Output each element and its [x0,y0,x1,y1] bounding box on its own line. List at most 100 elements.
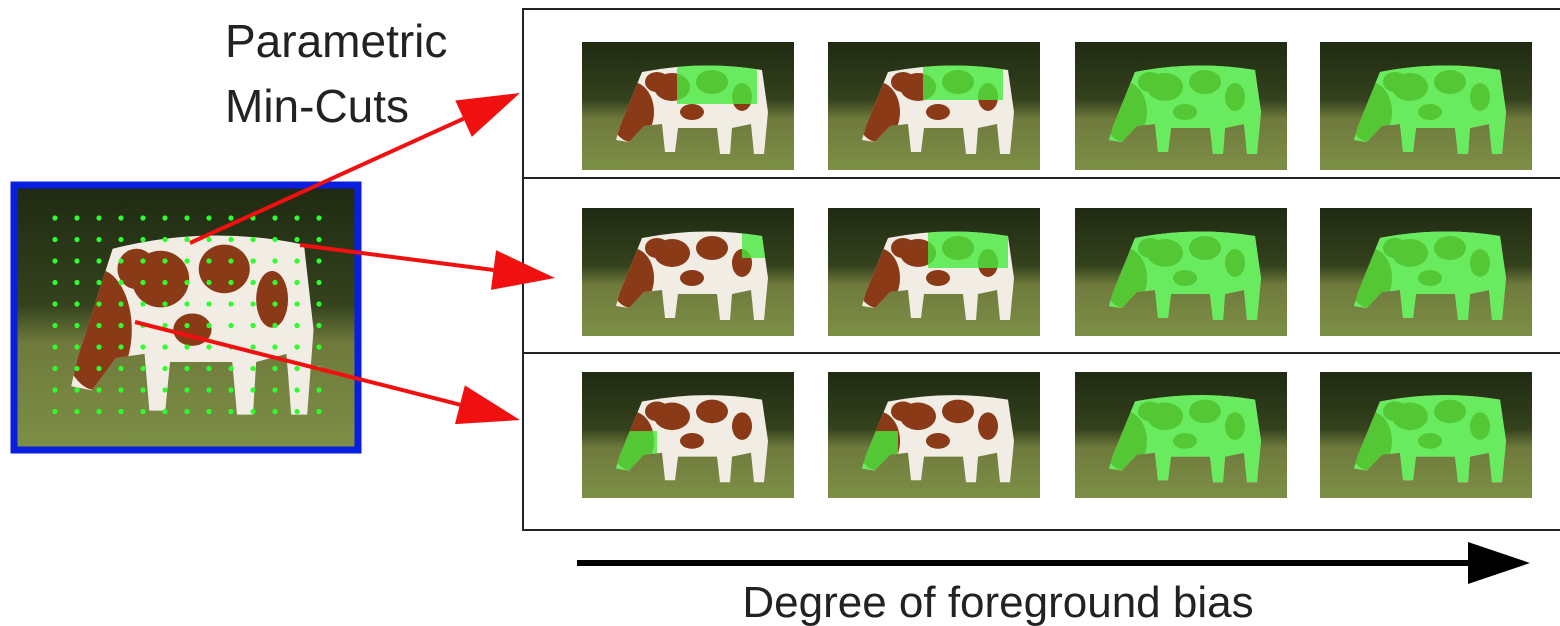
cow-image [1075,372,1287,498]
axis-label: Degree of foreground bias [742,578,1253,626]
seed-dot [52,215,57,220]
seed-dot [250,409,255,414]
seed-dot [162,366,167,371]
arrow-head [455,385,520,424]
spot [645,402,669,422]
seed-dot [52,280,57,285]
seed-dot [206,237,211,242]
seed-dot [294,323,299,328]
seed-dot [162,237,167,242]
seed-dot [316,387,321,392]
cow-image [1075,42,1287,170]
seed-dot [52,258,57,263]
seed-dot [140,409,145,414]
seed-dot [140,258,145,263]
seed-dot [52,323,57,328]
seed-dot [228,387,233,392]
seed-dot [228,258,233,263]
seed-dot [316,237,321,242]
seed-dot [206,366,211,371]
seed-dot [52,409,57,414]
seed-dot [294,409,299,414]
seed-dot [184,280,189,285]
seed-dot [316,409,321,414]
seed-dot [96,280,101,285]
seed-dot [162,409,167,414]
seed-dot [184,366,189,371]
seed-dot [162,301,167,306]
seed-dot [272,344,277,349]
seed-dot [162,344,167,349]
seed-dot [206,387,211,392]
cow-image [1320,372,1532,498]
seed-dot [272,258,277,263]
cow-image [828,372,1040,498]
spot [645,238,669,258]
seed-dot [206,215,211,220]
spot [926,104,950,120]
seed-dot [184,387,189,392]
seed-dot [228,323,233,328]
arrow-head [455,93,520,137]
cow-image [17,188,355,447]
seed-dot [272,366,277,371]
seed-dot [228,366,233,371]
thumbnails [582,42,1532,498]
seed-dot [184,258,189,263]
seed-dot [228,237,233,242]
seed-dot [184,344,189,349]
seed-dot [74,215,79,220]
seed-dot [140,237,145,242]
seed-dot [162,280,167,285]
seed-dot [206,301,211,306]
spot [256,271,288,328]
seed-dot [52,366,57,371]
seed-dot [96,237,101,242]
seed-dot [162,387,167,392]
seed-dot [206,409,211,414]
seed-dot [206,344,211,349]
spot [645,72,669,92]
seed-dot [272,215,277,220]
seed-dot [184,215,189,220]
seed-dot [294,258,299,263]
seed-dot [52,387,57,392]
seed-dot [250,344,255,349]
spot [680,433,704,449]
figure: Parametric Min-Cuts Degree of foreground… [0,0,1560,626]
seed-dot [140,344,145,349]
cow-image [582,42,794,170]
seed-dot [184,323,189,328]
spot [891,72,915,92]
overlay [677,62,757,104]
spot [732,412,752,440]
cow-image [582,208,794,336]
method-label-line1: Parametric [225,15,447,67]
seed-dot [272,280,277,285]
seed-dot [294,237,299,242]
spot [891,238,915,258]
seed-dot [74,366,79,371]
seed-dot [316,215,321,220]
seed-dot [294,344,299,349]
seed-dot [118,215,123,220]
seed-dot [118,301,123,306]
cow-image [1320,42,1532,170]
seed-dot [96,215,101,220]
spot [680,270,704,286]
seed-dot [52,301,57,306]
seed-dot [162,258,167,263]
seed-dot [140,215,145,220]
seed-dot [250,280,255,285]
cow-image [582,372,794,498]
method-label-line2: Min-Cuts [225,80,409,132]
spot [926,270,950,286]
seed-dot [250,323,255,328]
spot [942,400,974,424]
seed-dot [74,280,79,285]
seed-dot [140,366,145,371]
seed-dot [250,258,255,263]
seed-dot [250,237,255,242]
seed-dot [250,387,255,392]
seed-dot [272,409,277,414]
